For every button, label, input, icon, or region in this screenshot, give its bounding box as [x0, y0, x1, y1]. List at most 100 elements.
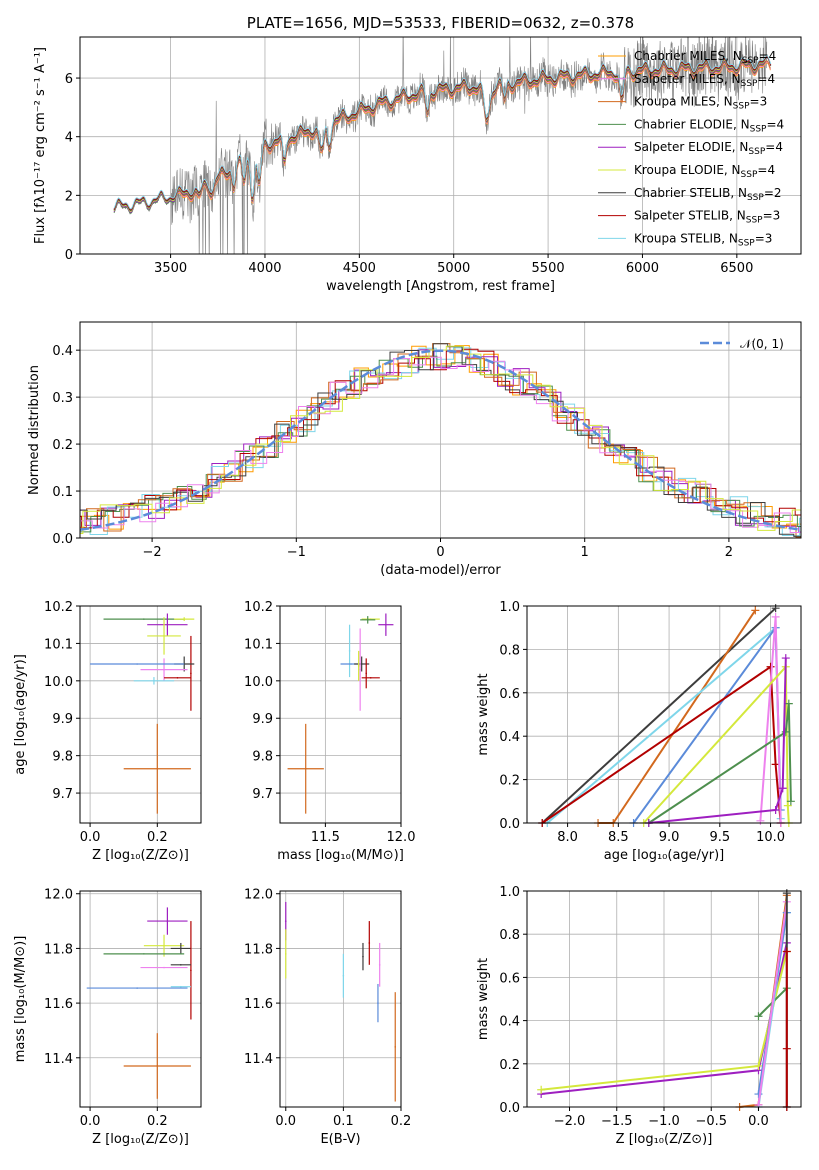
data-point	[183, 618, 185, 620]
x-axis-label: (data-model)/error	[380, 563, 501, 578]
y-tick-label: 9.7	[252, 787, 273, 802]
x-tick-label: 2	[725, 545, 733, 560]
y-tick-label: 0.0	[499, 1101, 520, 1116]
data-point	[378, 964, 381, 966]
series-marker	[754, 1012, 763, 1021]
gaussian-curve	[80, 349, 801, 532]
data-point	[136, 663, 138, 665]
axes-frame	[79, 605, 202, 824]
legend-label-sub: SSP	[748, 147, 765, 157]
model-spectrum-line	[113, 55, 772, 210]
y-axis-label: mass weight	[476, 673, 491, 755]
y-tick-label: 0.4	[52, 344, 73, 359]
data-point	[368, 942, 371, 944]
grid	[527, 890, 801, 1108]
axes-frame	[79, 321, 802, 539]
y-tick-label: 1.0	[499, 600, 520, 615]
y-tick-label: 0.4	[499, 730, 520, 745]
series-line	[541, 664, 782, 824]
residual-histogram-line	[80, 347, 801, 536]
grid	[80, 891, 201, 1107]
y-tick-label: 11.4	[44, 1052, 73, 1067]
series-marker	[783, 801, 792, 810]
data-point	[153, 680, 155, 682]
axes: 0.0 0.1 0.2 11.4 11.6 11.8 12.0 E(B-V)	[244, 888, 411, 1147]
legend-label-text: Kroupa ELODIE, N	[634, 163, 741, 177]
legend-label-tail: =4	[759, 49, 777, 63]
data-point	[163, 668, 165, 671]
x-tick-label: 9.5	[709, 830, 730, 845]
x-tick-label: −1.5	[601, 1114, 633, 1129]
legend-label-tail: =2	[764, 186, 782, 200]
x-tick-label: 6500	[720, 261, 753, 276]
legend-label-text: Salpeter STELIB, N	[634, 209, 746, 223]
series-line	[598, 609, 757, 824]
x-tick-label: 0.0	[80, 830, 101, 845]
axes: −2.0 −1.5 −1.0 −0.5 0.0 0.0 0.2 0.4 0.6 0.8 1.0 Z […	[476, 885, 769, 1147]
y-tick-label: 2	[65, 189, 73, 204]
panel-4: 11.5 12.0 9.7 9.8 9.9 10.0 10.1 10.2 mass [log₁₀…	[244, 600, 415, 863]
x-tick-label: 12.0	[387, 830, 416, 845]
y-tick-label: 1.0	[499, 885, 520, 900]
axes: 0.0 0.2 11.4 11.6 11.8 12.0 Z [log₁₀(Z/Z⊙)] mas…	[13, 888, 189, 1147]
legend-label: 𝒩(0, 1)	[740, 337, 784, 351]
model-spectrum-line	[113, 61, 766, 214]
series-marker	[754, 1061, 763, 1070]
panel-6: 0.0 0.2 11.4 11.6 11.8 12.0 Z [log₁₀(Z/Z⊙)] mas…	[13, 888, 202, 1147]
x-tick-label: −2.0	[554, 1114, 586, 1129]
x-tick-label: −0.5	[695, 1114, 727, 1129]
x-tick-label: 6000	[626, 261, 659, 276]
x-tick-label: 10.0	[756, 830, 785, 845]
legend-label-tail: =3	[763, 209, 781, 223]
legend-label-text: Salpeter ELODIE, N	[634, 140, 748, 154]
y-tick-label: 11.6	[244, 997, 273, 1012]
data-point	[163, 635, 165, 637]
axes: −2 −1 0 1 2 0.0 0.1 0.2 0.3 0.4 (data-model)/error…	[27, 344, 733, 578]
y-tick-label: 0.2	[499, 1058, 520, 1073]
grid	[280, 605, 402, 823]
legend-label-tail: =3	[750, 95, 768, 109]
legend-label-sub: SSP	[750, 124, 767, 134]
data-point	[136, 987, 138, 989]
legend-label-tail: =4	[765, 140, 783, 154]
panel-5: 8.0 8.5 9.0 9.5 10.0 0.0 0.2 0.4 0.6 0.8 1.0 age [l…	[476, 600, 802, 863]
legend-label-text: Kroupa STELIB, N	[634, 231, 738, 245]
data-point	[166, 920, 169, 922]
panel-8: −2.0 −1.5 −1.0 −0.5 0.0 0.0 0.2 0.4 0.6 0.8 1.0 Z […	[476, 885, 802, 1147]
data-point	[143, 618, 145, 620]
x-tick-label: 4000	[248, 261, 281, 276]
data-point	[362, 955, 364, 958]
series-marker	[756, 816, 765, 825]
axes: 8.0 8.5 9.0 9.5 10.0 0.0 0.2 0.4 0.6 0.8 1.0 age [l…	[476, 600, 785, 863]
x-tick-label: −2	[143, 545, 162, 560]
y-tick-label: 9.7	[52, 787, 73, 802]
y-axis-label: mass weight	[476, 958, 491, 1040]
y-tick-label: 0.2	[52, 438, 73, 453]
x-tick-label: 5000	[437, 261, 470, 276]
x-tick-label: 1	[581, 545, 589, 560]
residual-histogram-line	[80, 343, 801, 538]
model-spectrum-line	[177, 60, 771, 203]
x-axis-label: age [log₁₀(age/yr)]	[604, 848, 725, 863]
panel-3: 0.0 0.2 9.7 9.8 9.9 10.0 10.1 10.2 Z [log₁₀(Z/Z⊙…	[13, 600, 202, 863]
y-tick-label: 0.0	[499, 817, 520, 832]
chart-title: PLATE=1656, MJD=53533, FIBERID=0632, z=0…	[247, 14, 634, 32]
data-point	[377, 1002, 379, 1004]
grid	[80, 605, 201, 823]
data-point	[180, 985, 182, 988]
y-tick-label: 0.2	[499, 774, 520, 789]
plot-area	[538, 604, 795, 827]
data-point	[190, 672, 192, 675]
legend-label-text: Kroupa MILES, N	[634, 95, 733, 109]
y-tick-label: 0.0	[52, 532, 73, 547]
data-point	[348, 650, 351, 652]
y-tick-label: 9.9	[252, 712, 273, 727]
data-point	[360, 663, 363, 665]
observed-spectrum-line	[114, 37, 768, 254]
legend-label-text: Chabrier MILES, N	[634, 49, 742, 63]
data-point	[385, 623, 387, 626]
x-axis-label: Z [log₁₀(Z/Z⊙)]	[616, 1132, 713, 1147]
model-spectrum-line	[113, 60, 766, 213]
